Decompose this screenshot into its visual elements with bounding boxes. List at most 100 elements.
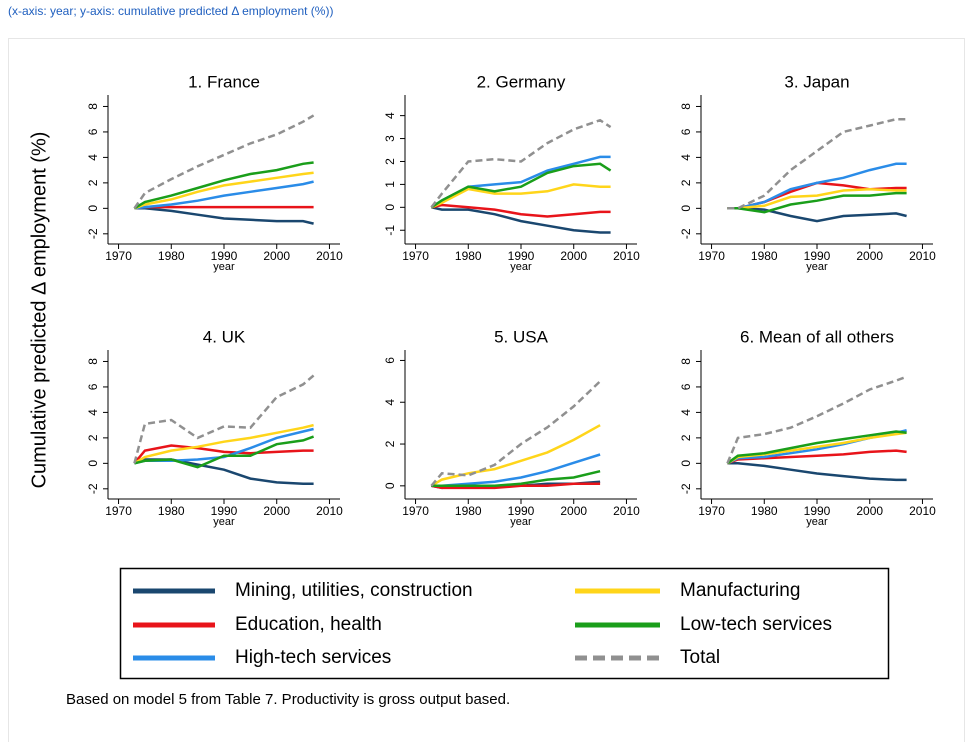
series-line: [134, 207, 314, 225]
series-line: [727, 462, 907, 482]
series-line: [133, 374, 315, 464]
x-tick-label: 1990: [804, 504, 831, 518]
y-tick-label: 2: [86, 434, 100, 441]
series-line: [134, 435, 315, 469]
y-tick-label: 6: [86, 383, 100, 390]
x-tick-label: 1980: [455, 249, 482, 263]
x-tick-label: 2000: [560, 504, 587, 518]
y-tick-label: -2: [86, 483, 100, 494]
legend-label: Low-tech services: [680, 614, 832, 635]
x-axis-label: year: [510, 261, 532, 273]
note: Based on model 5 from Table 7. Productiv…: [66, 691, 510, 708]
x-tick-label: 1990: [211, 249, 238, 263]
x-tick-label: 2000: [856, 504, 883, 518]
x-tick-label: 1980: [158, 504, 185, 518]
series-line: [726, 449, 907, 465]
y-tick-label: 2: [679, 179, 693, 186]
series-line: [133, 444, 314, 465]
series-line: [133, 161, 314, 210]
x-tick-label: 2010: [613, 249, 640, 263]
x-tick-label: 1980: [751, 249, 778, 263]
x-axis-label: year: [510, 516, 532, 528]
x-tick-label: 1990: [508, 504, 535, 518]
x-axis-label: year: [806, 516, 828, 528]
y-tick-label: 8: [679, 358, 693, 365]
x-tick-label: 1980: [751, 504, 778, 518]
panel-title: 5. USA: [494, 327, 549, 346]
series-line: [430, 183, 611, 209]
y-tick-label: -1: [383, 225, 397, 236]
panel-border: [8, 38, 965, 742]
y-tick-label: 4: [383, 399, 397, 406]
series-line: [134, 427, 314, 465]
x-tick-label: 2010: [613, 504, 640, 518]
y-tick-label: 6: [86, 128, 100, 135]
x-tick-label: 1970: [698, 249, 725, 263]
y-tick-label: 8: [86, 103, 100, 110]
legend-label: Total: [680, 647, 720, 668]
x-tick-label: 2000: [263, 249, 290, 263]
x-tick-label: 1970: [105, 249, 132, 263]
x-axis-label: year: [806, 261, 828, 273]
y-tick-label: 6: [679, 128, 693, 135]
x-axis-label: year: [213, 261, 235, 273]
y-tick-label: 0: [86, 205, 100, 212]
y-tick-label: -2: [86, 228, 100, 239]
series-line: [430, 118, 612, 209]
series-line: [431, 469, 601, 488]
x-tick-label: 2000: [263, 504, 290, 518]
y-tick-label: 8: [86, 358, 100, 365]
y-tick-label: 2: [86, 179, 100, 186]
y-tick-label: -2: [679, 228, 693, 239]
y-tick-label: 4: [679, 154, 693, 161]
y-tick-label: 4: [86, 409, 100, 416]
series-line: [133, 171, 314, 210]
y-tick-label: 1: [383, 181, 397, 188]
y-tick-label: 2: [383, 440, 397, 447]
series-line: [726, 430, 907, 465]
y-tick-label: 0: [383, 482, 397, 489]
series-line: [431, 206, 611, 234]
series-line: [133, 423, 314, 465]
series-line: [727, 162, 907, 210]
y-tick-label: 0: [383, 204, 397, 211]
x-tick-label: 1990: [211, 504, 238, 518]
legend-label: Mining, utilities, construction: [235, 580, 473, 601]
legend-label: Manufacturing: [680, 580, 800, 601]
x-tick-label: 1970: [105, 504, 132, 518]
series-line: [430, 162, 612, 209]
x-tick-label: 2010: [316, 249, 343, 263]
series-line: [431, 453, 601, 488]
series-line: [431, 203, 611, 218]
y-tick-label: 6: [383, 357, 397, 364]
legend-label: High-tech services: [235, 647, 391, 668]
series-line: [430, 424, 601, 487]
series-line: [133, 458, 314, 485]
x-tick-label: 1980: [158, 249, 185, 263]
series-line: [430, 380, 601, 487]
y-tick-label: 0: [86, 460, 100, 467]
panel-title: 6. Mean of all others: [740, 327, 894, 346]
legend-box: [119, 567, 890, 680]
series-line: [133, 114, 315, 210]
y-tick-label: 4: [679, 409, 693, 416]
y-tick-label: 8: [679, 103, 693, 110]
x-tick-label: 2010: [316, 504, 343, 518]
y-axis-label: Cumulative predicted Δ employment (%): [28, 132, 50, 489]
x-tick-label: 1970: [402, 504, 429, 518]
y-tick-label: 0: [679, 460, 693, 467]
series-line: [727, 187, 907, 210]
series-line: [727, 191, 907, 214]
y-tick-label: 4: [383, 112, 397, 119]
x-tick-label: 1970: [698, 504, 725, 518]
y-tick-label: 4: [86, 154, 100, 161]
panel-title: 4. UK: [203, 327, 246, 346]
x-tick-label: 2010: [909, 249, 936, 263]
x-axis-label: year: [213, 516, 235, 528]
x-tick-label: 2000: [560, 249, 587, 263]
y-tick-label: 2: [383, 158, 397, 165]
panel-title: 3. Japan: [784, 72, 849, 91]
series-line: [134, 205, 314, 210]
x-tick-label: 1980: [455, 504, 482, 518]
